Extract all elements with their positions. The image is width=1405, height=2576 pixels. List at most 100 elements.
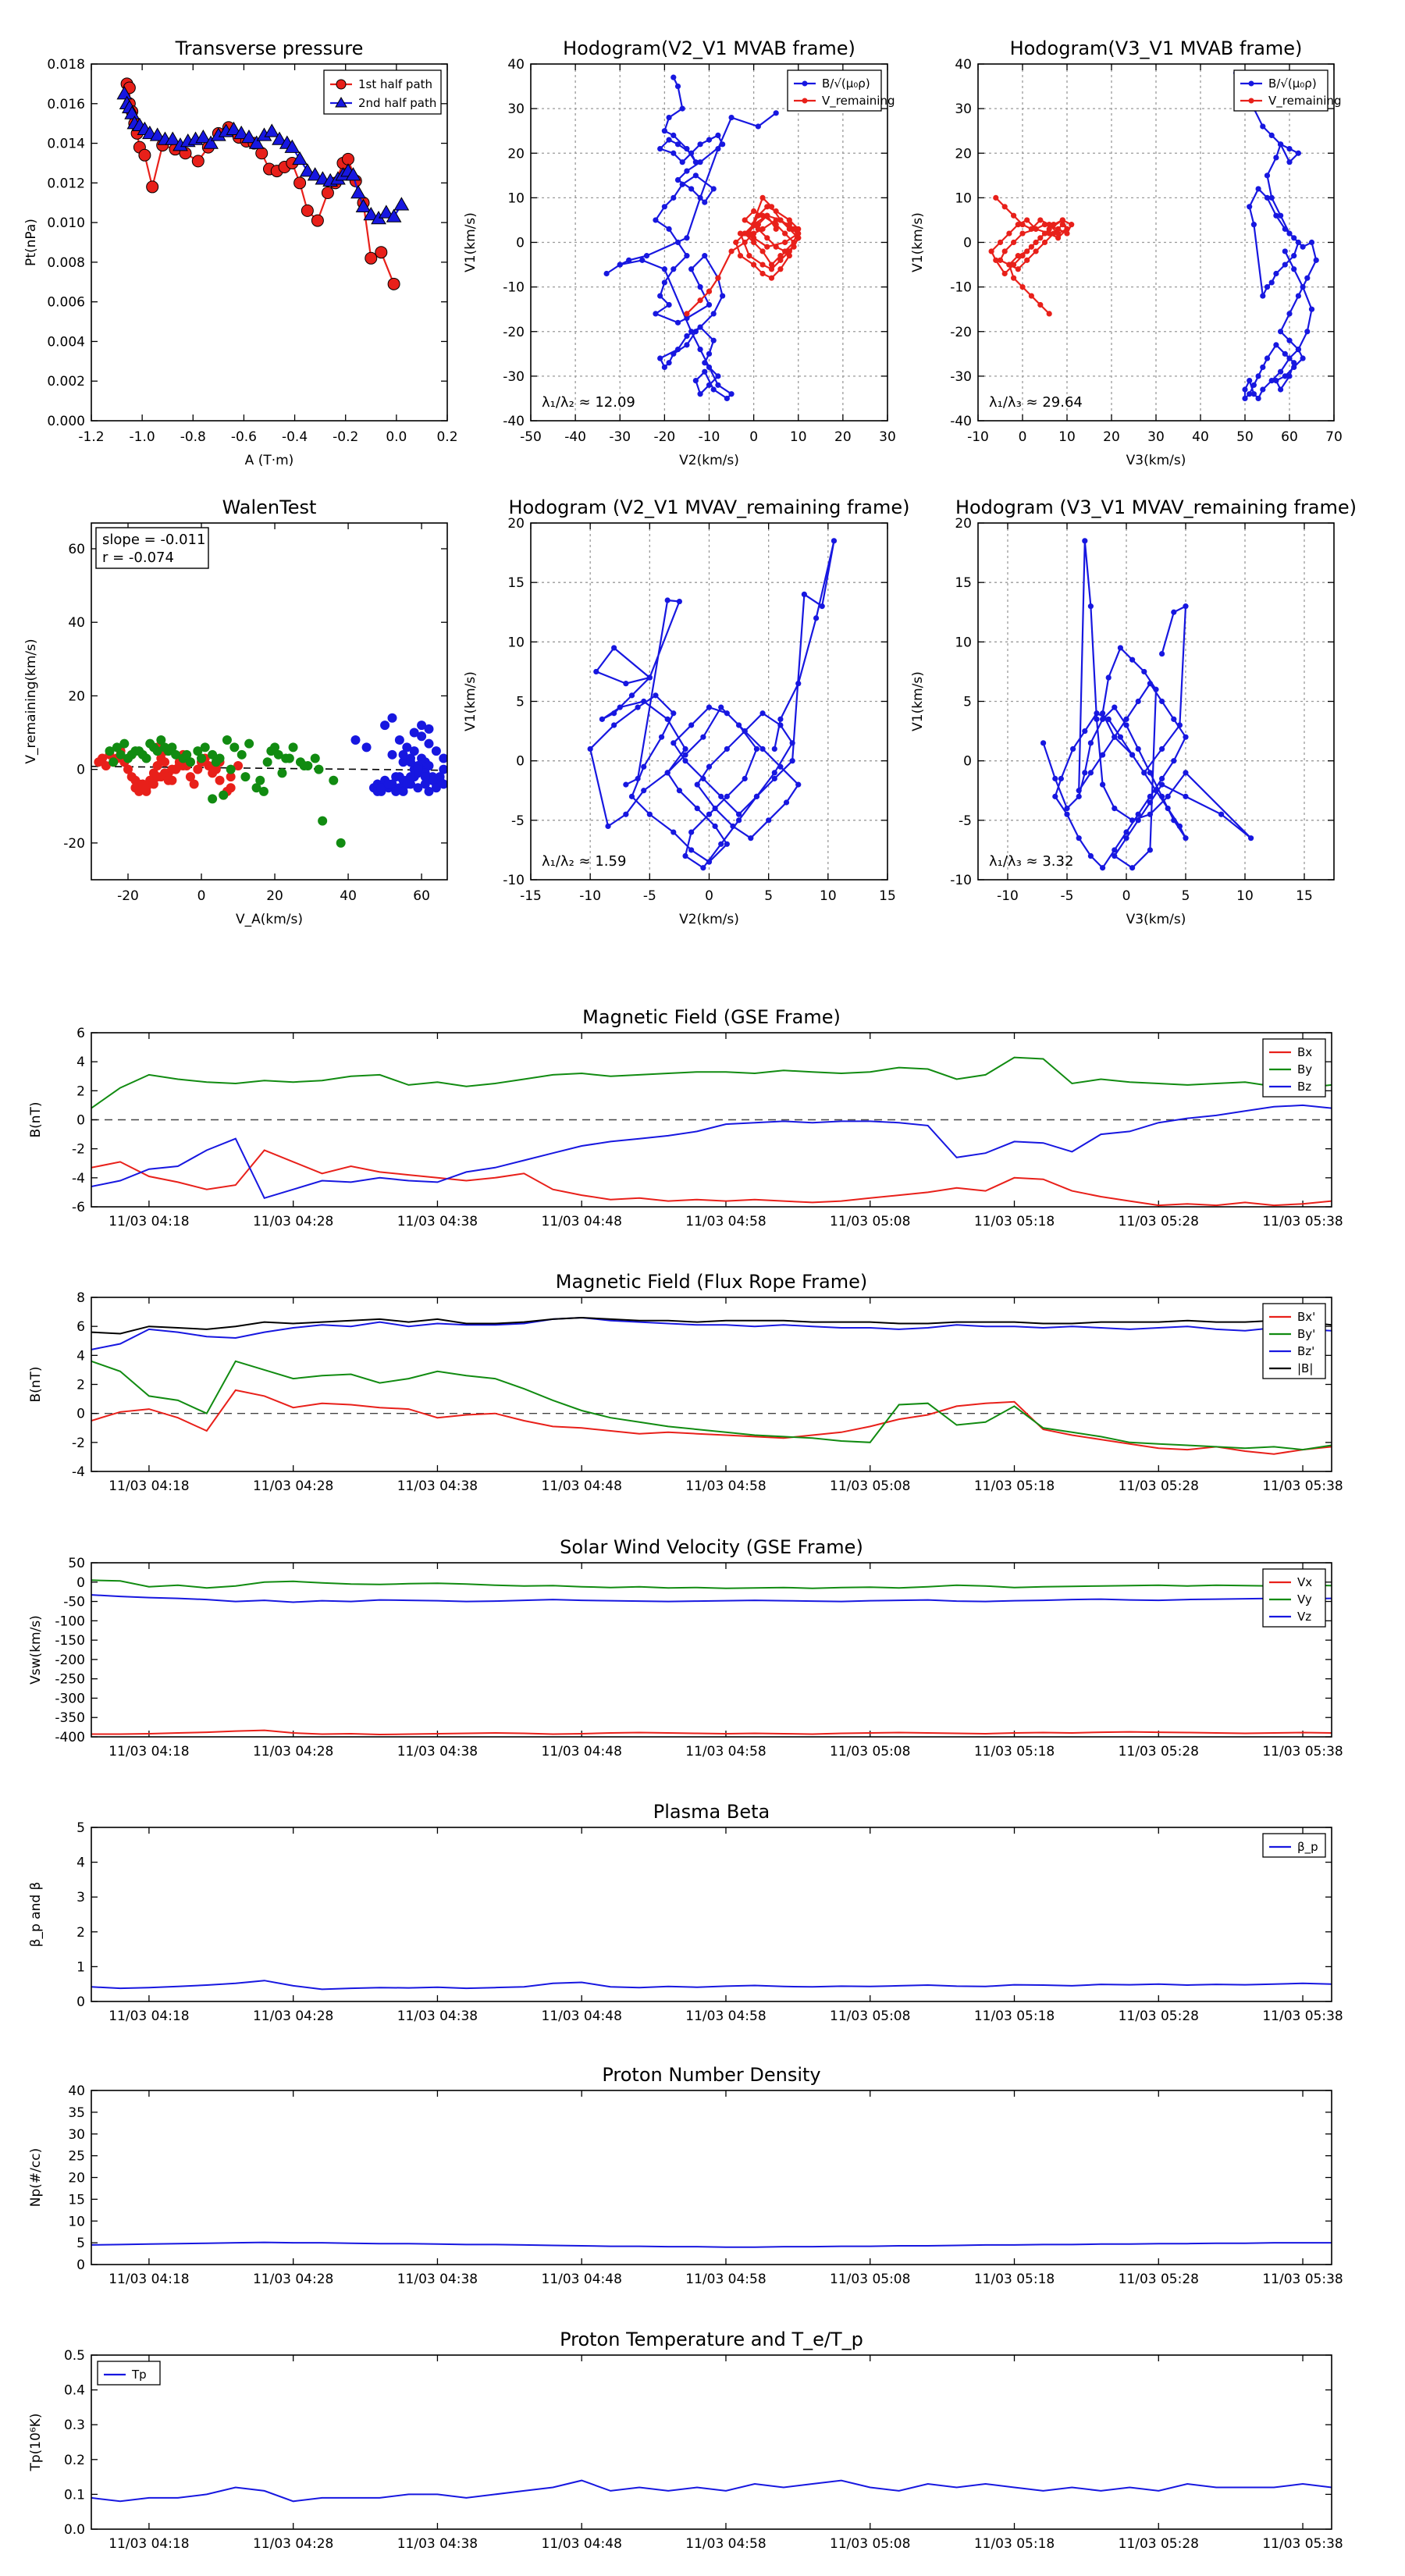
plot-frame: [91, 63, 448, 422]
chart-vsw: Solar Wind Velocity (GSE Frame) -400 -350 -…: [28, 1536, 1343, 1759]
chart-hodo3: Hodogram (V2_V1 MVAV_remaining frame) -10…: [463, 496, 910, 927]
data-point: [715, 382, 721, 388]
data-point: [417, 720, 427, 731]
data-point: [764, 244, 770, 250]
chart-np: Proton Number Density 0 5 10 15 20 25 30 35 40 11/…: [28, 2064, 1343, 2287]
data-point: [666, 137, 672, 143]
data-point: [724, 710, 730, 717]
data-point: [402, 779, 412, 789]
y-tick-label: -150: [55, 1633, 85, 1649]
data-point: [661, 364, 667, 371]
data-point: [587, 745, 593, 753]
y-tick-label: 30: [68, 2127, 85, 2143]
y-tick-label: -30: [503, 369, 525, 385]
data-point: [1001, 270, 1008, 277]
x-tick-label: 11/03 04:18: [108, 1478, 189, 1494]
data-point: [255, 775, 265, 785]
data-point: [165, 131, 181, 145]
data-point: [1282, 262, 1288, 268]
plot-area: [91, 1316, 1332, 1455]
plot-frame: [91, 2354, 1332, 2530]
data-point: [755, 212, 761, 219]
x-tick-label: 11/03 04:38: [397, 2536, 478, 2552]
data-point: [375, 246, 388, 259]
chart-bgse: Magnetic Field (GSE Frame) -6 -4 -2 0 2 4 6 11/0…: [28, 1006, 1343, 1229]
data-point: [1129, 656, 1136, 663]
data-point: [653, 217, 659, 223]
data-point: [321, 187, 334, 200]
data-point: [755, 123, 761, 130]
data-point: [1001, 204, 1008, 210]
y-tick-label: 3: [76, 1890, 85, 1905]
x-tick-label: 11/03 05:28: [1119, 1744, 1199, 1759]
legend: Tp: [97, 2361, 161, 2386]
series-b--line: [606, 76, 777, 400]
plot-frame: [91, 1562, 1332, 1738]
data-point: [1117, 645, 1123, 651]
data-point: [1183, 793, 1189, 799]
data-point: [156, 735, 166, 745]
data-point: [751, 262, 757, 268]
x-tick-label: 11/03 04:48: [542, 2272, 622, 2287]
data-point: [1300, 244, 1306, 250]
x-tick-label: 0: [1122, 888, 1131, 904]
data-point: [1159, 781, 1165, 788]
data-point: [1046, 230, 1052, 237]
legend-label: B/√(μ₀ρ): [822, 76, 870, 91]
data-point: [724, 841, 730, 847]
plot-frame: [91, 1827, 1332, 2002]
data-point: [688, 150, 695, 156]
data-point: [706, 763, 713, 770]
data-point: [710, 186, 717, 192]
data-point: [1147, 811, 1153, 817]
data-point: [751, 208, 757, 215]
data-point: [641, 763, 647, 770]
data-point: [670, 266, 677, 272]
y-axis-label: V_remaining(km/s): [23, 639, 39, 763]
y-tick-label: 10: [507, 635, 525, 650]
data-point: [1123, 722, 1129, 728]
data-point: [670, 740, 677, 746]
chart-bfr: Magnetic Field (Flux Rope Frame) -4 -2 0 2 4 6…: [28, 1271, 1343, 1494]
x-tick-label: 11/03 05:38: [1262, 1478, 1343, 1494]
legend-label: 1st half path: [358, 77, 432, 91]
x-tick-label: -10: [967, 429, 989, 445]
data-point: [1300, 355, 1306, 361]
data-point: [1028, 244, 1034, 250]
data-point: [1011, 239, 1017, 246]
x-tick-label: -50: [520, 429, 542, 445]
eigenvalue-ratio-annotation: λ₁/λ₃ ≈ 3.32: [989, 853, 1073, 870]
chart-title: Solar Wind Velocity (GSE Frame): [560, 1536, 863, 1558]
data-point: [1028, 226, 1034, 232]
data-point: [623, 681, 629, 687]
data-point: [1033, 239, 1039, 246]
data-point: [336, 838, 346, 848]
x-tick-label: -0.4: [282, 429, 308, 445]
data-point: [628, 793, 635, 799]
data-point: [101, 760, 111, 770]
series-vz-line: [91, 1594, 1332, 1603]
data-point: [702, 360, 708, 366]
data-point: [674, 319, 681, 326]
y-tick-label: 40: [68, 2083, 85, 2099]
y-tick-label: 0.018: [47, 57, 85, 73]
chart-title: Proton Number Density: [602, 2064, 820, 2086]
data-point: [759, 226, 766, 232]
data-point: [688, 186, 695, 192]
data-point: [193, 746, 203, 756]
x-tick-label: 11/03 05:28: [1119, 2536, 1199, 2552]
data-point: [735, 817, 742, 824]
x-tick-label: 11/03 04:48: [542, 2008, 622, 2024]
data-point: [138, 148, 151, 162]
data-point: [773, 208, 779, 215]
data-point: [635, 775, 641, 782]
y-tick-label: 0: [76, 1407, 85, 1422]
data-point: [688, 329, 695, 335]
y-axis-label: Tp(10⁶K): [28, 2413, 44, 2471]
data-point: [98, 753, 108, 763]
data-point: [1250, 382, 1257, 388]
data-point: [1051, 230, 1057, 237]
x-tick-label: 30: [879, 429, 896, 445]
chart-title: Plasma Beta: [653, 1801, 770, 1823]
legend-label: Bx': [1297, 1310, 1315, 1324]
